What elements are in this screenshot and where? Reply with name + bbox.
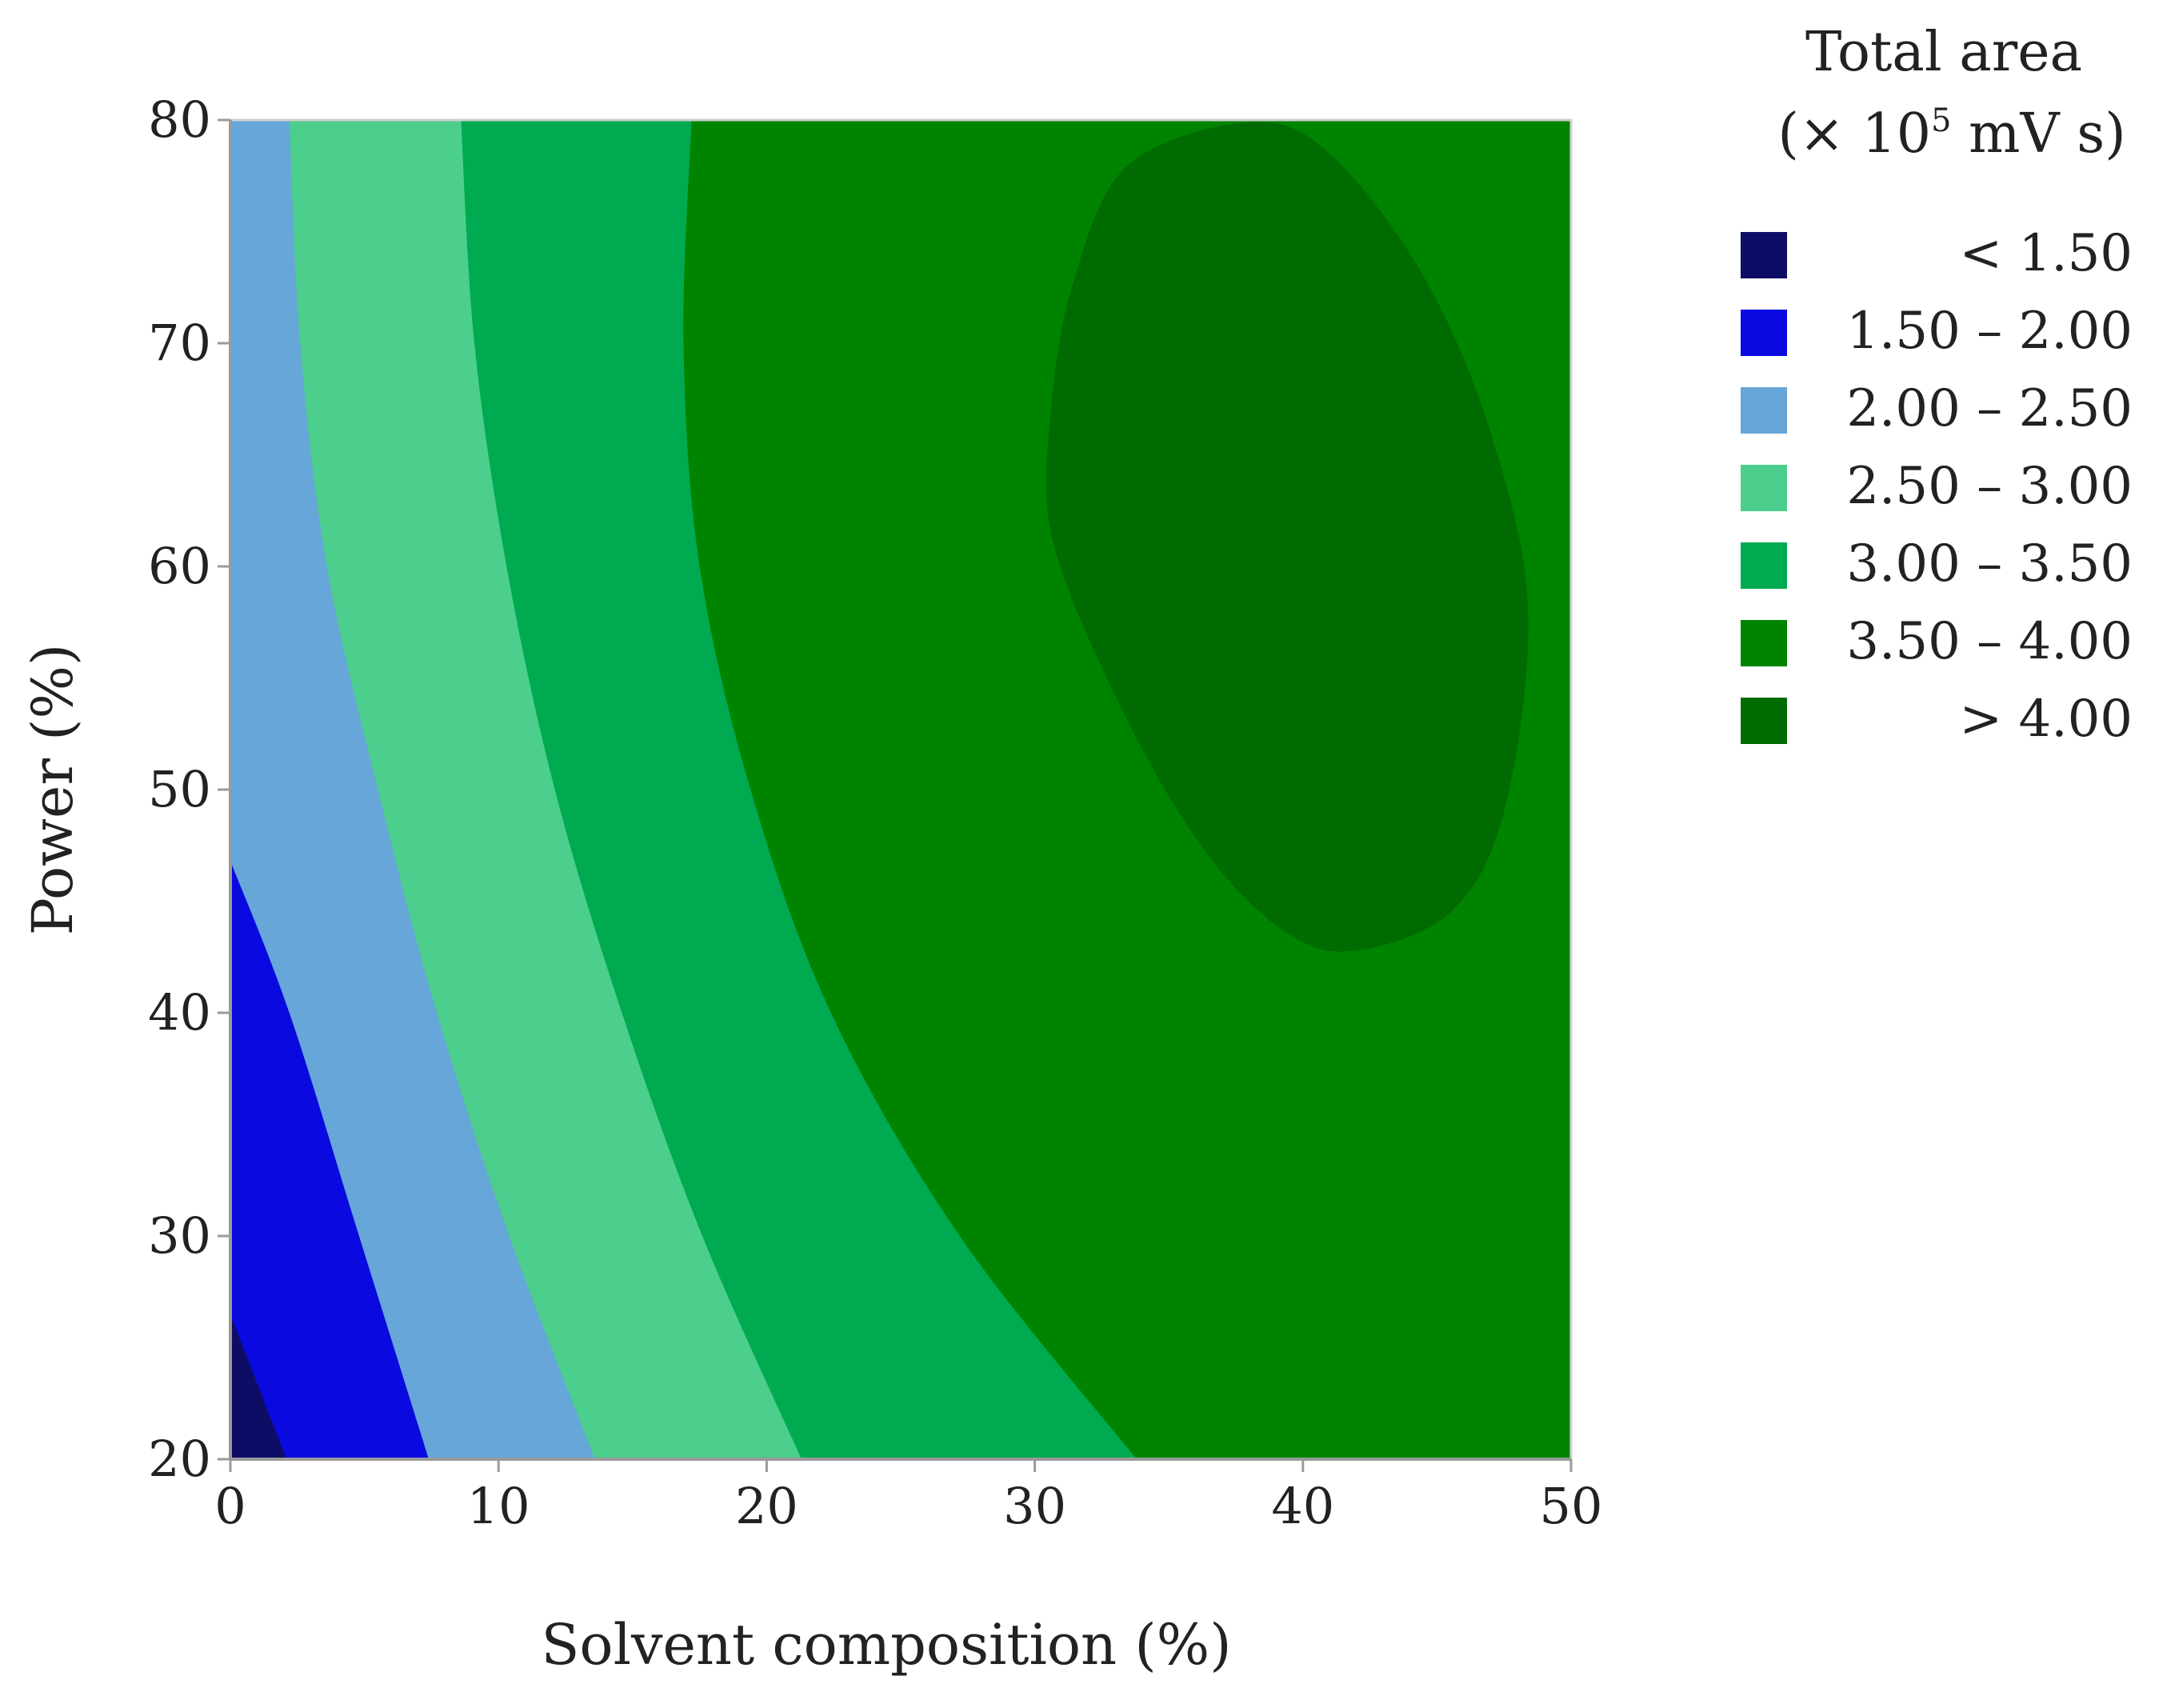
y-tick-label: 70	[148, 314, 211, 372]
y-tick-label: 30	[148, 1206, 211, 1265]
y-tick-label: 60	[148, 537, 211, 595]
y-tick-label: 20	[148, 1430, 211, 1488]
region-1.50-2.00	[230, 861, 429, 1459]
y-tick-label: 80	[148, 90, 211, 149]
legend-title-exponent: 5	[1931, 102, 1951, 139]
legend-title-line2: (× 105 mV s)	[1777, 102, 2125, 166]
x-tick-label: 0	[214, 1477, 246, 1535]
legend-swatch	[1741, 698, 1787, 744]
legend-label: 1.50 – 2.00	[1846, 302, 2133, 361]
legend-label: 3.00 – 3.50	[1846, 534, 2133, 594]
legend-title-suffix: mV s)	[1951, 102, 2125, 166]
legend: Total area (× 105 mV s) < 1.50 1.50 – 2.0…	[1741, 21, 2133, 749]
x-tick-label: 50	[1540, 1477, 1603, 1535]
legend-label: > 4.00	[1960, 690, 2133, 749]
legend-swatch	[1741, 310, 1787, 356]
y-tick-label: 40	[148, 983, 211, 1042]
axes: 0 10 20 30 40 50 20 30 40 50 60 70 80	[148, 90, 1602, 1535]
legend-label: 2.50 – 3.00	[1846, 457, 2133, 516]
x-tick-label: 30	[1003, 1477, 1066, 1535]
region-above-4.00	[1046, 122, 1529, 952]
region-below-1.50	[230, 1314, 287, 1459]
x-tick-label: 20	[735, 1477, 798, 1535]
x-tick-label: 40	[1271, 1477, 1334, 1535]
legend-swatch	[1741, 232, 1787, 278]
legend-label: < 1.50	[1960, 224, 2133, 283]
contour-regions	[230, 120, 1571, 1459]
legend-swatch	[1741, 542, 1787, 589]
x-axis-title: Solvent composition (%)	[541, 1612, 1231, 1678]
legend-swatch	[1741, 387, 1787, 434]
y-axis-title: Power (%)	[20, 644, 86, 936]
legend-label: 3.50 – 4.00	[1846, 612, 2133, 671]
x-tick-label: 10	[467, 1477, 530, 1535]
y-tick-label: 50	[148, 760, 211, 818]
legend-title-line1: Total area	[1805, 21, 2082, 84]
legend-swatch	[1741, 620, 1787, 666]
legend-title-prefix: (× 10	[1777, 102, 1931, 166]
legend-label: 2.00 – 2.50	[1846, 379, 2133, 438]
legend-swatch	[1741, 465, 1787, 511]
